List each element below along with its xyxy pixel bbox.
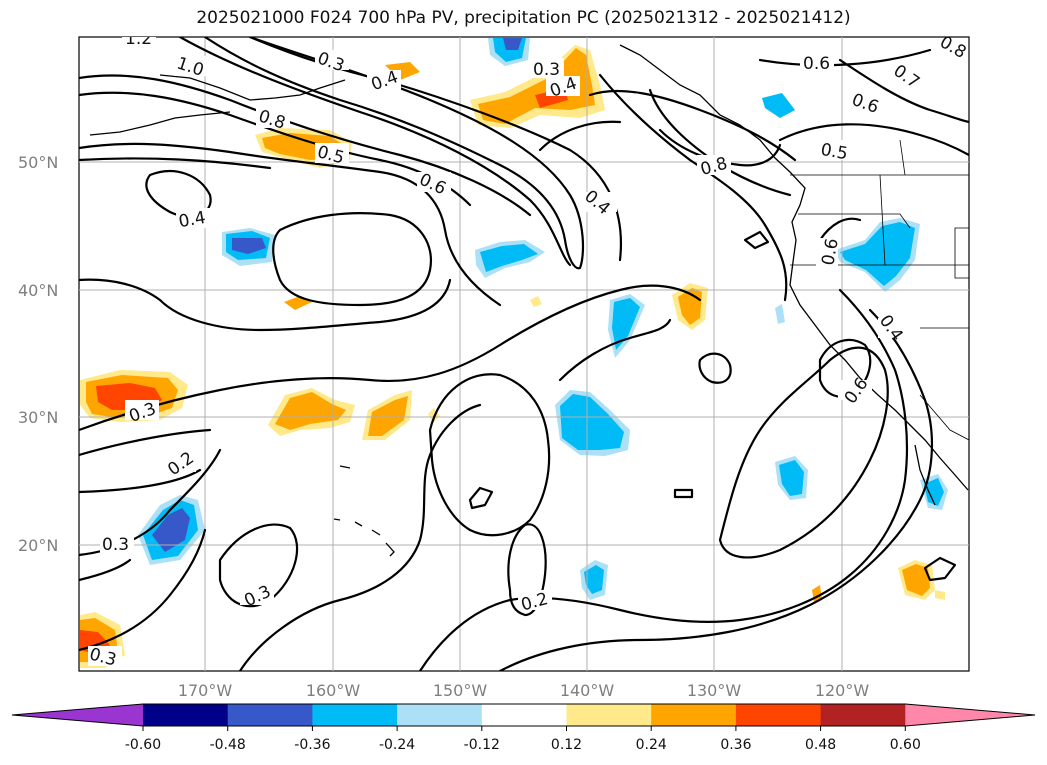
coastlines <box>89 44 969 557</box>
lon-tick-label: 140°W <box>560 681 615 700</box>
colorbar-tick-label: 0.24 <box>636 737 667 753</box>
colorbar-tick-label: -0.48 <box>210 737 246 753</box>
colorbar-tick-label: -0.24 <box>379 737 415 753</box>
colorbar-swatch <box>651 704 737 726</box>
contour-label: 0.3 <box>533 60 560 80</box>
colorbar-tick-label: 0.48 <box>805 737 836 753</box>
gridlines <box>79 37 969 671</box>
colorbar-swatch <box>735 704 822 726</box>
contour-labels: 1.2 1.0 0.8 0.5 0.6 0.3 0.4 0.3 0.4 0.4 … <box>87 29 969 671</box>
contour-label: 1.2 <box>125 29 152 49</box>
map-frame <box>78 36 970 672</box>
contour-label: 0.3 <box>102 535 129 555</box>
contour-label: 0.5 <box>819 140 849 164</box>
lat-tick-label: 30°N <box>18 408 58 427</box>
colorbar-tick-labels: -0.60 -0.48 -0.36 -0.24 -0.12 0.12 0.24 0.36 0.4… <box>125 726 921 753</box>
colorbar-tick-label: 0.60 <box>890 737 921 753</box>
contour-label: 0.4 <box>177 208 207 232</box>
contour-label: 0.6 <box>818 237 842 267</box>
colorbar-swatch <box>12 704 143 726</box>
lon-axis: 170°W 160°W 150°W 140°W 130°W 120°W <box>178 681 870 700</box>
contour-label: 0.6 <box>803 54 830 74</box>
colorbar-tick-label: -0.60 <box>125 737 161 753</box>
lat-axis: 50°N 40°N 30°N 20°N <box>18 153 58 555</box>
colorbar-swatch <box>397 704 483 726</box>
colorbar-tick-label: -0.36 <box>294 737 330 753</box>
colorbar-swatch <box>227 704 313 726</box>
colorbar-tick-label: 0.12 <box>551 737 582 753</box>
lon-tick-label: 150°W <box>433 681 488 700</box>
lat-tick-label: 50°N <box>18 153 58 172</box>
lat-tick-label: 40°N <box>18 281 58 300</box>
lon-tick-label: 170°W <box>178 681 233 700</box>
colorbar-swatch <box>820 704 906 726</box>
colorbar-swatch <box>566 704 652 726</box>
colorbar-swatch <box>312 704 398 726</box>
lon-tick-label: 160°W <box>306 681 361 700</box>
colorbar-tick-label: -0.12 <box>464 737 500 753</box>
map-title: 2025021000 F024 700 hPa PV, precipitatio… <box>196 8 851 28</box>
lon-tick-label: 120°W <box>815 681 870 700</box>
colorbar-swatch <box>143 704 229 726</box>
colorbar-tick-label: 0.36 <box>720 737 751 753</box>
pv-contours <box>79 37 969 671</box>
colorbar <box>11 703 1036 727</box>
colorbar-swatch <box>905 704 1035 726</box>
colorbar-swatch <box>481 704 567 726</box>
lon-tick-label: 130°W <box>687 681 742 700</box>
lat-tick-label: 20°N <box>18 536 58 555</box>
